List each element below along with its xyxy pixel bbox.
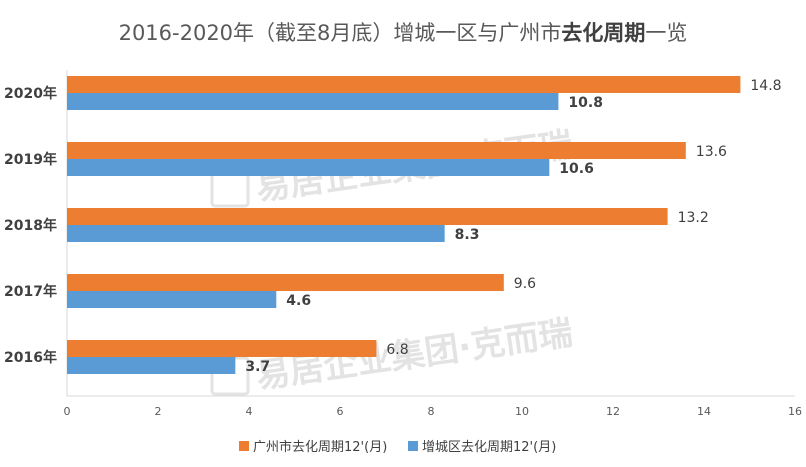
data-label: 14.8 (750, 78, 781, 94)
data-label: 4.6 (286, 293, 311, 309)
data-label: 13.6 (696, 144, 727, 160)
category-label: 2017年 (4, 283, 57, 300)
x-tick-label: 4 (246, 405, 253, 418)
bar-guangzhou (67, 76, 741, 93)
bar-zengcheng (67, 357, 236, 374)
data-label: 13.2 (678, 210, 709, 226)
legend-label-guangzhou: 广州市去化周期12'(月) (253, 439, 387, 455)
legend: 广州市去化周期12'(月) 增城区去化周期12'(月) (239, 439, 556, 455)
legend-swatch-zengcheng (408, 441, 418, 451)
x-tick-label: 16 (788, 405, 802, 418)
x-tick-label: 6 (337, 405, 344, 418)
bar-zengcheng (67, 225, 445, 242)
category-label: 2019年 (4, 151, 57, 168)
legend-label-zengcheng: 增城区去化周期12'(月) (422, 440, 556, 455)
chart-title-part: 一览 (645, 21, 687, 45)
x-tick-label: 0 (64, 405, 71, 418)
category-label: 2020年 (4, 85, 57, 102)
x-tick-label: 10 (515, 405, 529, 418)
category-label: 2016年 (4, 349, 57, 366)
x-tick-label: 14 (697, 405, 711, 418)
chart-title-part: 2016-2020年（截至8月底）增城一区与广州市 (119, 21, 562, 45)
x-tick-label: 2 (155, 405, 162, 418)
chart-title: 2016-2020年（截至8月底）增城一区与广州市去化周期一览 (119, 21, 688, 45)
category-label: 2018年 (4, 217, 57, 234)
x-tick-label: 8 (428, 405, 435, 418)
data-label: 9.6 (514, 276, 536, 292)
data-label: 6.8 (386, 342, 408, 358)
bar-guangzhou (67, 142, 686, 159)
data-label: 10.6 (559, 161, 594, 177)
data-label: 3.7 (245, 359, 270, 375)
data-label: 8.3 (455, 227, 480, 243)
bar-guangzhou (67, 340, 377, 357)
chart-title-part-bold: 去化周期 (561, 21, 645, 45)
x-tick-label: 12 (606, 405, 620, 418)
bar-zengcheng (67, 159, 550, 176)
bar-guangzhou (67, 274, 504, 291)
plot-area: 0 2 4 6 8 10 12 14 16 2020年 14.8 10.8 2019年 13.6 10.6 2… (4, 70, 802, 418)
bar-zengcheng (67, 291, 277, 308)
bar-zengcheng (67, 93, 559, 110)
bar-guangzhou (67, 208, 668, 225)
data-label: 10.8 (568, 95, 603, 111)
legend-swatch-guangzhou (239, 441, 249, 451)
